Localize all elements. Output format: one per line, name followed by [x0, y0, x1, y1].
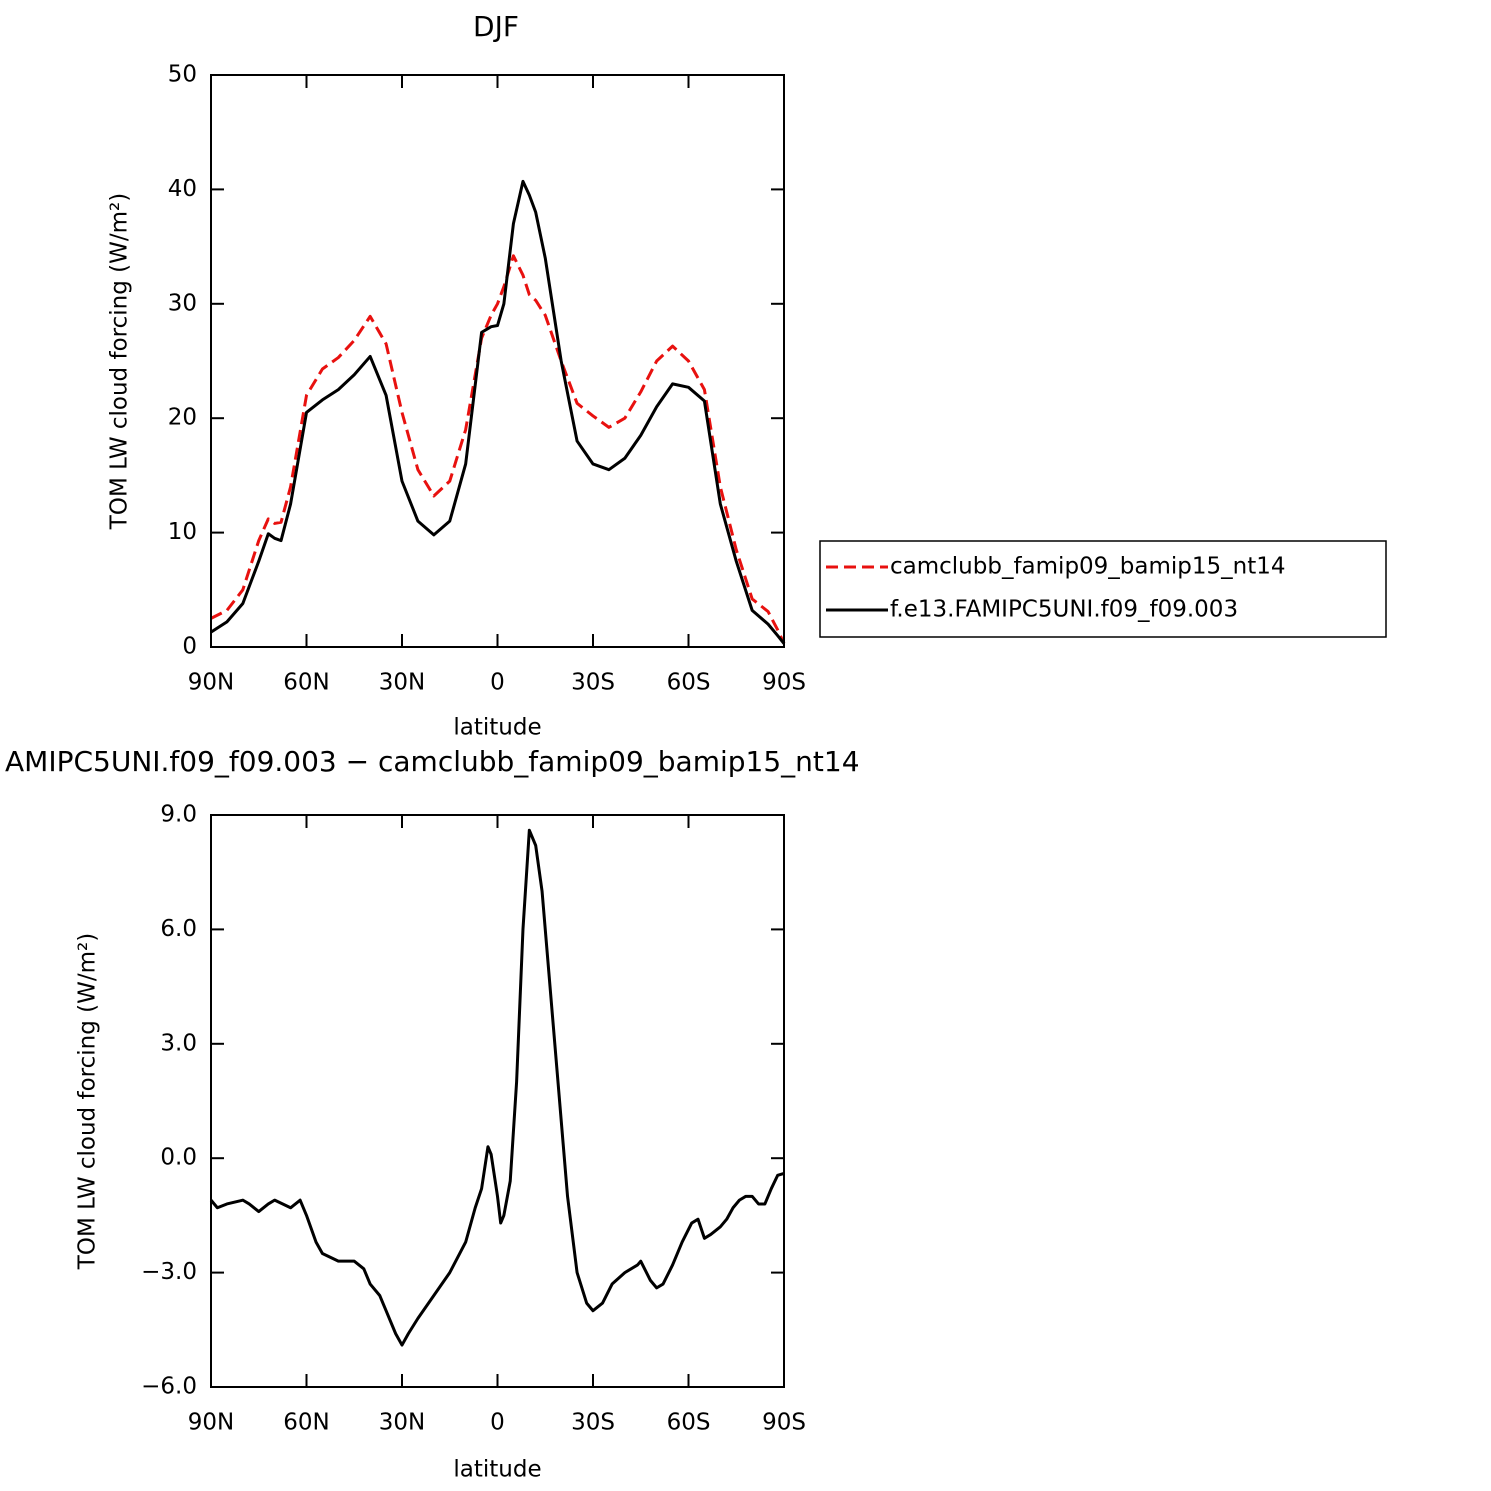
x-tick-label: 90S: [762, 1410, 806, 1436]
y-tick-label: 0.0: [160, 1145, 197, 1171]
y-tick-label: 50: [168, 62, 197, 88]
x-tick-label: 60S: [667, 1410, 711, 1436]
x-tick-label: 30S: [571, 670, 615, 696]
x-tick-label: 30N: [379, 1410, 425, 1436]
x-tick-label: 60N: [283, 670, 329, 696]
data-line: [209, 828, 785, 1347]
data-line: [210, 179, 786, 645]
x-tick-label: 0: [490, 670, 505, 696]
chart-title: DJF: [473, 10, 519, 43]
y-tick-label: 3.0: [160, 1030, 197, 1056]
y-tick-label: 6.0: [160, 916, 197, 942]
x-tick-label: 0: [490, 1410, 505, 1436]
y-tick-label: 0: [182, 634, 197, 660]
x-tick-label: 90S: [762, 670, 806, 696]
data-line: [210, 254, 786, 645]
x-tick-label: 60N: [283, 1410, 329, 1436]
y-tick-label: 20: [168, 405, 197, 431]
y-tick-label: 10: [168, 519, 197, 545]
y-tick-label: −3.0: [141, 1259, 197, 1285]
chart-title: AMIPC5UNI.f09_f09.003 − camclubb_famip09…: [5, 745, 860, 778]
y-tick-label: 9.0: [160, 802, 197, 828]
x-axis-label: latitude: [453, 715, 541, 741]
legend-box: [819, 540, 1387, 638]
legend-label: f.e13.FAMIPC5UNI.f09_f09.003: [890, 597, 1238, 623]
x-tick-label: 30S: [571, 1410, 615, 1436]
plot-frame: [210, 74, 785, 648]
x-tick-label: 90N: [188, 1410, 234, 1436]
y-tick-label: −6.0: [141, 1374, 197, 1400]
y-axis-label: TOM LW cloud forcing (W/m²): [75, 933, 101, 1270]
y-tick-label: 40: [168, 176, 197, 202]
x-tick-label: 90N: [188, 670, 234, 696]
plot-frame: [210, 814, 785, 1388]
x-tick-label: 60S: [667, 670, 711, 696]
x-axis-label: latitude: [453, 1457, 541, 1483]
legend-label: camclubb_famip09_bamip15_nt14: [890, 554, 1286, 580]
x-tick-label: 30N: [379, 670, 425, 696]
y-axis-label: TOM LW cloud forcing (W/m²): [107, 193, 133, 530]
y-tick-label: 30: [168, 290, 197, 316]
